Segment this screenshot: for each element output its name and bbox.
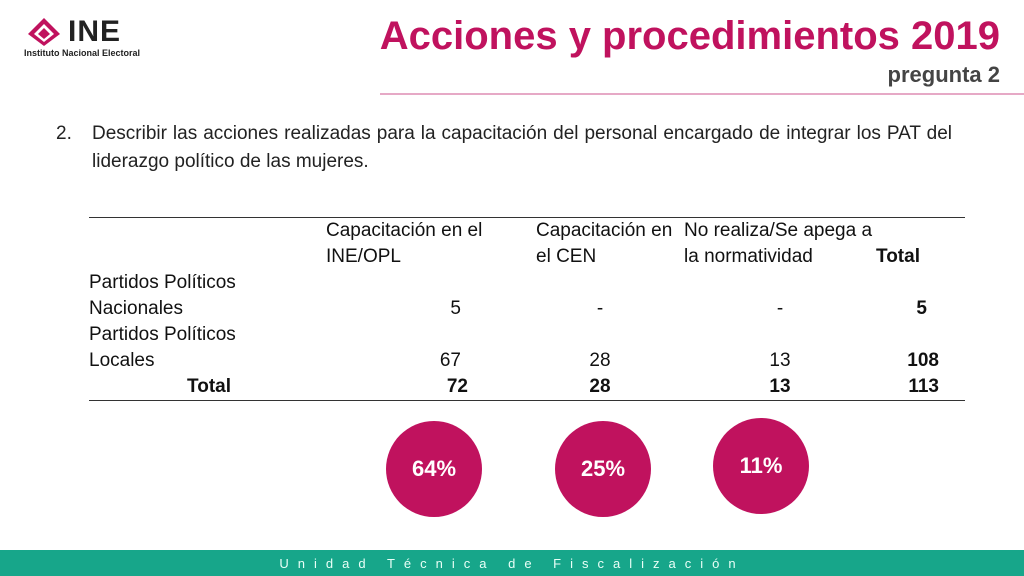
table-header-row: Capacitación en el INE/OPL Capacitación … [89,217,965,270]
table-cell: 72 [326,374,536,401]
percentage-circle: 64% [386,421,482,517]
row-label: Partidos Políticos [89,272,236,293]
total-label: Total [89,374,326,401]
row-label: Locales [89,350,155,371]
results-table: Capacitación en el INE/OPL Capacitación … [89,217,965,401]
table-cell: 108 [907,350,939,371]
question-number: 2. [56,123,72,144]
row-label: Partidos Políticos [89,324,236,345]
table-header-cell: Total [876,217,965,270]
row-label: Nacionales [89,298,183,319]
table-cell: 113 [876,374,965,401]
table-cell: 13 [684,374,876,401]
logo-subtitle: Instituto Nacional Electoral [24,48,141,58]
table-header-cell: Capacitación en el INE/OPL [326,217,536,270]
question-text: Describir las acciones realizadas para l… [92,123,952,172]
table-cell: 5 [450,298,461,319]
title-divider [380,93,1024,95]
table-cell: 13 [769,350,791,371]
page-title: Acciones y procedimientos 2019 [379,14,1000,58]
ine-logo: INE Instituto Nacional Electoral [24,14,154,58]
logo-name: INE [68,15,122,48]
table-row: Partidos Políticos [89,270,965,296]
footer-text: Unidad Técnica de Fiscalización [279,555,745,571]
table-header-cell [89,217,326,270]
table-cell: 28 [536,374,684,401]
table-row: Locales 67 28 13 108 [89,348,965,374]
table-row: Nacionales 5 - - 5 [89,296,965,322]
percentage-circle: 25% [555,421,651,517]
table-row: Partidos Políticos [89,322,965,348]
page-subtitle: pregunta 2 [887,62,1000,87]
ine-logo-icon [28,18,60,46]
percentage-circle: 11% [713,418,809,514]
table-header-cell: No realiza/Se apega a la normatividad [684,217,876,270]
table-cell: 5 [916,298,927,319]
table-cell: 67 [439,350,461,371]
table-cell: 28 [589,350,611,371]
footer-bar: Unidad Técnica de Fiscalización [0,550,1024,576]
table-header-cell: Capacitación en el CEN [536,217,684,270]
table-cell: - [776,298,784,319]
table-cell: - [596,298,604,319]
table-total-row: Total 72 28 13 113 [89,374,965,401]
